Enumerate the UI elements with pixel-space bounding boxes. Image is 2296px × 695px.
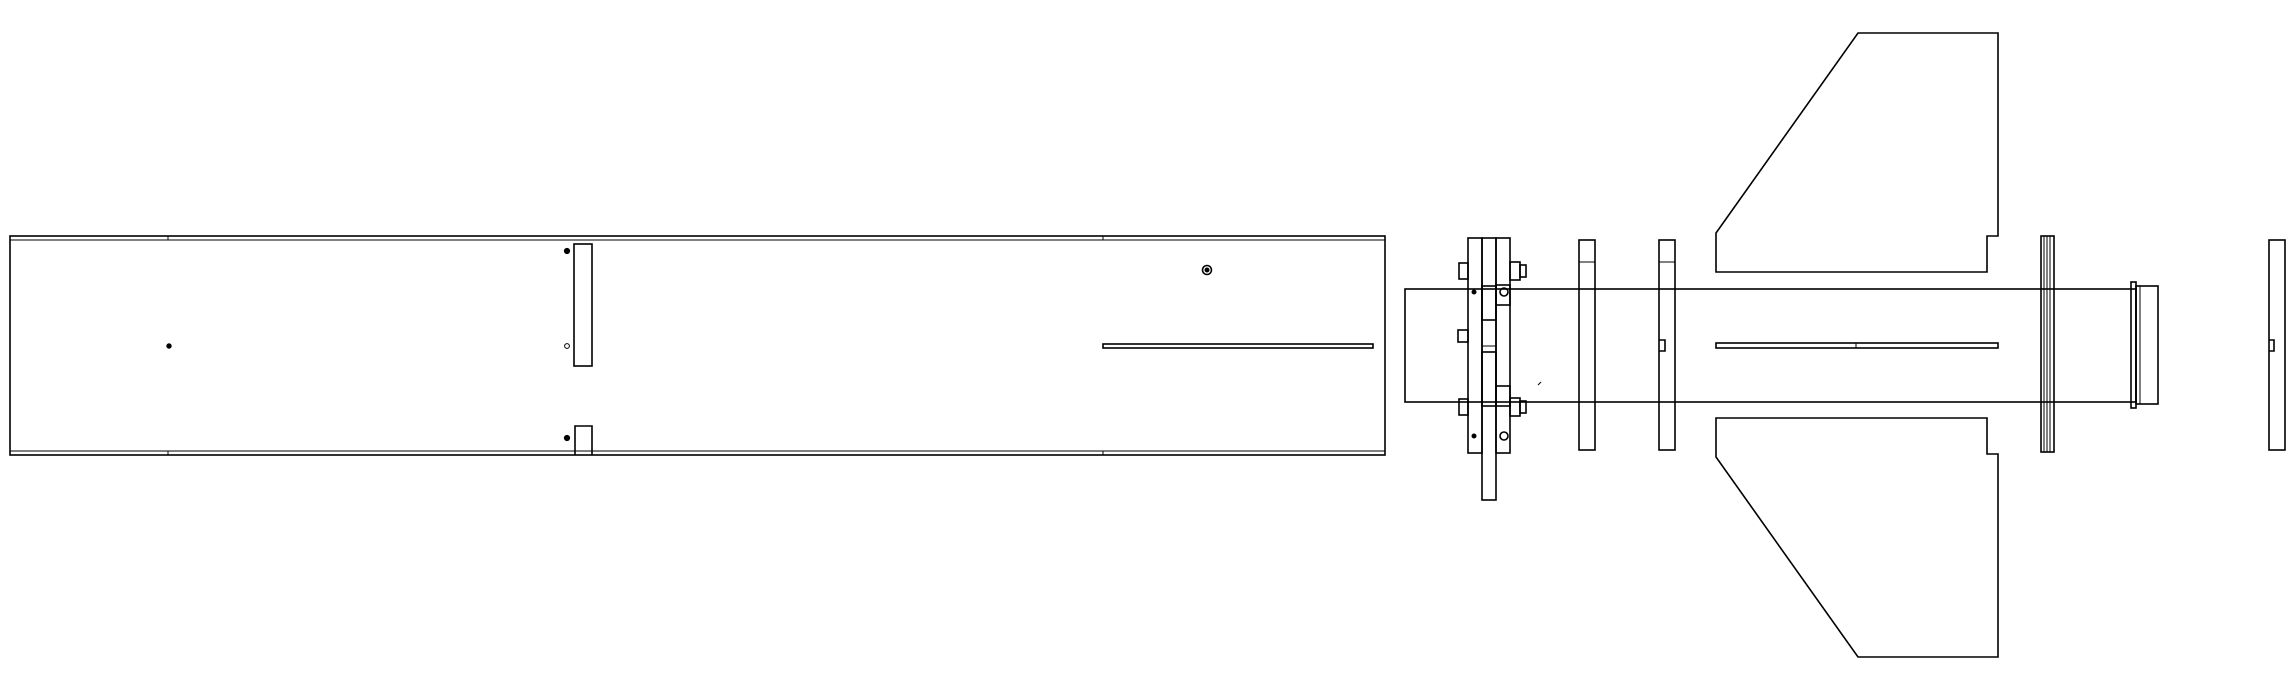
hole-mark (166, 343, 172, 349)
hole-mark (564, 343, 570, 349)
aft-centering-ring (2040, 235, 2055, 453)
hole-mark (1471, 433, 1477, 439)
hole-mark (1471, 289, 1477, 295)
rear-plate (2268, 239, 2286, 451)
thrust-plate-assembly (1457, 237, 1542, 501)
fin-upper (1715, 32, 1999, 273)
bolt-head (1499, 431, 1509, 441)
fin-lower (1715, 417, 1999, 658)
bolt-head (1499, 287, 1509, 297)
centering-ring-1 (1578, 239, 1596, 451)
motor-mount-tube (1404, 288, 2137, 403)
motor-retainer-cap (2130, 281, 2159, 409)
rivet-mark (1201, 264, 1213, 276)
hole-mark (563, 247, 571, 255)
rivet-mark (1204, 267, 1210, 273)
hole-mark (563, 434, 571, 442)
body-tube (9, 235, 1386, 456)
centering-ring-2 (1658, 239, 1676, 451)
